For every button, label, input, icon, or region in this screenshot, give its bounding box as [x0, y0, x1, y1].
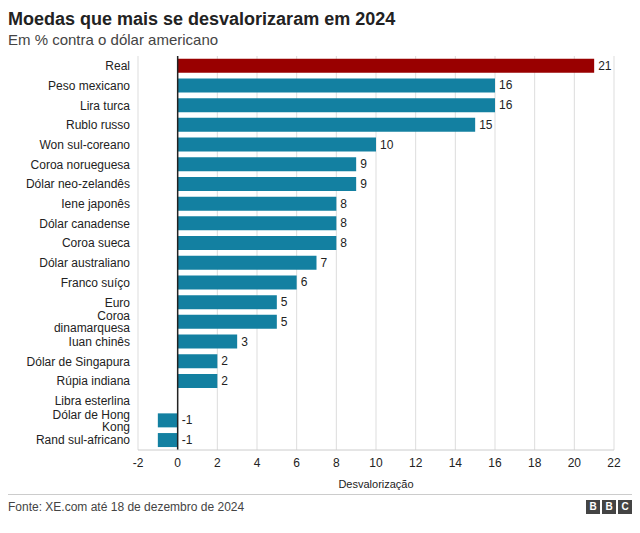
svg-text:0: 0 — [174, 456, 181, 470]
svg-text:Dólar canadense: Dólar canadense — [39, 217, 130, 231]
svg-text:Euro: Euro — [105, 296, 131, 310]
svg-text:Coroa sueca: Coroa sueca — [62, 236, 130, 250]
svg-text:Libra esterlina: Libra esterlina — [55, 394, 131, 408]
svg-text:Lira turca: Lira turca — [80, 99, 130, 113]
svg-text:10: 10 — [369, 456, 383, 470]
svg-text:8: 8 — [340, 216, 347, 230]
svg-text:Rúpia indiana: Rúpia indiana — [57, 374, 131, 388]
html-text:Fonte: XE.com até 18 de dezemb: Fonte: XE.com até 18 de dezembro de 2024 — [8, 500, 245, 514]
svg-text:10: 10 — [380, 138, 394, 152]
svg-text:2: 2 — [214, 456, 221, 470]
svg-text:5: 5 — [281, 315, 288, 329]
svg-text:3: 3 — [241, 335, 248, 349]
html-text:C: C — [621, 501, 629, 512]
svg-text:2: 2 — [221, 374, 228, 388]
svg-text:Dólar de Singapura: Dólar de Singapura — [27, 355, 131, 369]
svg-text:15: 15 — [479, 118, 493, 132]
svg-text:5: 5 — [281, 295, 288, 309]
svg-text:6: 6 — [293, 456, 300, 470]
svg-text:8: 8 — [340, 236, 347, 250]
svg-text:14: 14 — [449, 456, 463, 470]
svg-text:Dólar de HongKong: Dólar de HongKong — [53, 408, 130, 434]
svg-text:9: 9 — [360, 157, 367, 171]
svg-text:-1: -1 — [182, 433, 193, 447]
html-text:B: B — [589, 501, 597, 512]
svg-text:Desvalorização: Desvalorização — [338, 478, 413, 490]
svg-text:Rublo russo: Rublo russo — [66, 118, 130, 132]
svg-text:Coroa norueguesa: Coroa norueguesa — [31, 158, 131, 172]
svg-text:Won sul-coreano: Won sul-coreano — [40, 138, 131, 152]
svg-text:6: 6 — [301, 275, 308, 289]
svg-text:4: 4 — [254, 456, 261, 470]
svg-text:Real: Real — [105, 59, 130, 73]
svg-text:8: 8 — [333, 456, 340, 470]
svg-text:16: 16 — [499, 78, 513, 92]
svg-text:Iuan chinês: Iuan chinês — [69, 335, 130, 349]
svg-text:20: 20 — [568, 456, 582, 470]
svg-text:Coroadinamarquesa: Coroadinamarquesa — [54, 309, 130, 335]
svg-text:2: 2 — [221, 354, 228, 368]
svg-text:22: 22 — [607, 456, 621, 470]
html-text:Moedas que mais se desvaloriza: Moedas que mais se desvalorizaram em 202… — [8, 9, 396, 29]
svg-text:18: 18 — [528, 456, 542, 470]
svg-text:Peso mexicano: Peso mexicano — [48, 79, 130, 93]
svg-text:Franco suíço: Franco suíço — [61, 276, 131, 290]
html-text:Em % contra o dólar americano: Em % contra o dólar americano — [8, 31, 219, 48]
svg-text:9: 9 — [360, 177, 367, 191]
svg-text:-1: -1 — [182, 413, 193, 427]
svg-text:Iene japonês: Iene japonês — [61, 197, 130, 211]
svg-text:Rand sul-africano: Rand sul-africano — [36, 433, 130, 447]
svg-text:7: 7 — [321, 256, 328, 270]
svg-text:Dólar neo-zelandês: Dólar neo-zelandês — [26, 177, 130, 191]
svg-text:12: 12 — [409, 456, 423, 470]
svg-text:21: 21 — [598, 59, 612, 73]
html-text:B: B — [605, 501, 613, 512]
svg-text:8: 8 — [340, 197, 347, 211]
svg-text:16: 16 — [488, 456, 502, 470]
svg-text:Dólar australiano: Dólar australiano — [39, 256, 130, 270]
svg-text:16: 16 — [499, 98, 513, 112]
svg-text:-2: -2 — [133, 456, 144, 470]
